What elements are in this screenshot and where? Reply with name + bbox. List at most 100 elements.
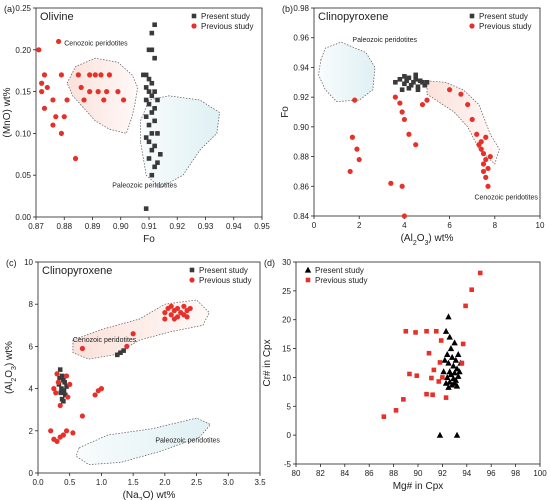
data-point [422,82,428,88]
data-point [401,116,407,123]
data-point [61,114,67,120]
series-previous-study [36,38,127,162]
data-point [152,118,157,124]
series-previous-study [48,303,193,444]
data-point [406,85,412,91]
data-point [352,97,358,103]
data-point [146,101,152,107]
data-point [155,131,160,136]
data-point [149,110,155,115]
data-point [414,373,420,378]
data-point [57,402,63,409]
chart-panel-c: Cenozoic peridotites Paleozoic peridotite… [4,258,266,500]
x-tick-label: 0.92 [169,222,185,231]
data-point [413,330,418,335]
x-tick-label: 0.87 [28,222,44,231]
data-point [162,316,168,322]
y-tick-label: 6 [29,342,34,351]
y-tick-label: 0.25 [15,4,31,13]
data-point [430,392,435,398]
y-tick-label: 0.90 [293,123,309,132]
data-point [444,350,451,357]
data-point [392,94,398,100]
plot-frame [313,7,541,217]
data-point [146,122,152,128]
legend-entry: Previous study [479,22,531,31]
data-point [411,79,416,85]
legend-marker [189,267,195,273]
data-point [120,97,127,103]
data-point [445,313,452,320]
data-point [143,114,149,119]
data-point [181,303,187,309]
data-point [146,139,152,145]
data-point [455,372,462,379]
data-point [149,30,155,36]
data-point [158,152,163,157]
data-point [57,375,62,381]
data-point [75,72,81,78]
data-point [434,328,439,334]
x-tick-label: 88 [389,469,398,478]
data-point [39,80,45,86]
data-point [399,87,405,93]
data-point [453,382,461,389]
data-point [431,367,437,373]
data-point [36,47,42,53]
data-point [397,100,403,106]
x-axis-label: (Na2O) wt% [123,490,176,500]
x-tick-label: 6 [447,221,452,230]
data-point [424,97,430,103]
data-point [54,371,60,377]
x-tick-label: 96 [487,469,496,478]
region-label: Paleozoic peridotites [155,437,220,444]
data-point [146,47,152,53]
data-point [426,350,432,356]
data-point [141,72,146,78]
data-point [41,105,48,111]
x-tick-label: 80 [292,469,301,478]
y-axis-label: Fo [280,106,291,118]
data-point [437,360,443,365]
data-point [149,172,155,178]
data-point [184,314,190,320]
data-point [458,91,464,97]
region-label: Paleozoic peridotites [112,183,177,190]
data-point [408,82,414,88]
data-point [451,339,458,346]
data-point [441,356,449,363]
data-point [401,397,406,402]
paleozoic-region [318,41,376,102]
data-point [70,430,76,436]
data-point [480,161,487,167]
data-point [448,381,456,388]
data-point [146,76,152,82]
plot-frame [295,261,541,465]
data-point [415,87,421,93]
x-axis-label: Mg# in Cpx [393,481,444,492]
data-point [87,72,93,78]
data-point [399,109,405,115]
y-axis-label: (Al2O3) wt% [4,341,18,394]
chart-panel-a: Cenozoic peridotites Paleozoic peridotite… [2,4,270,245]
y-tick-label: 0.00 [15,213,31,222]
x-tick-label: 0.0 [32,478,44,487]
y-tick-label: 0 [29,469,34,478]
region-label: Cenozoic peridotites [474,195,538,202]
y-tick-label: 15 [282,345,291,354]
data-point [445,383,452,390]
data-point [403,328,409,334]
data-point [381,414,387,419]
y-tick-label: 0.94 [293,63,309,72]
y-tick-label: 30 [282,258,291,267]
chart-panel-b: Paleozoic peridotites Cenozoic peridotite… [280,4,545,247]
x-tick-label: 0.5 [64,478,76,487]
region-label: Paleozoic peridotites [352,37,417,44]
data-point [146,89,152,94]
series-previous-study [347,87,493,219]
data-point [469,116,475,123]
data-point [61,388,67,394]
data-point [407,371,412,377]
series-present-study [141,22,163,211]
